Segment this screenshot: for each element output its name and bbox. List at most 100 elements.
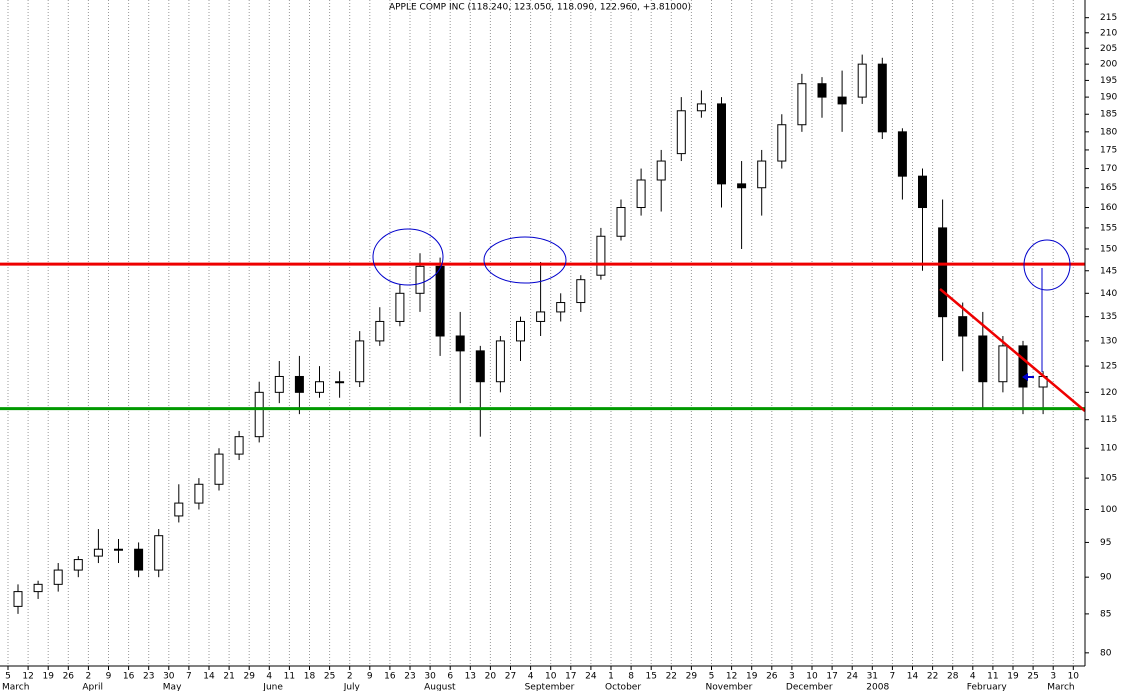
month-label: December — [786, 683, 833, 691]
y-tick-label: 115 — [1100, 415, 1117, 425]
candle-body — [656, 160, 666, 181]
candle-body — [254, 391, 264, 438]
y-tick-label: 185 — [1100, 110, 1117, 120]
x-tick-label: 1 — [608, 672, 614, 682]
candle-body — [495, 340, 505, 383]
circle-marker — [483, 236, 567, 284]
candle-body — [214, 453, 224, 485]
candle-body — [737, 183, 747, 189]
candle-body — [536, 311, 546, 322]
x-tick-label: 11 — [284, 672, 295, 682]
candle-body — [696, 103, 706, 112]
y-tick-label: 90 — [1100, 573, 1112, 583]
x-tick-label: 8 — [628, 672, 634, 682]
x-tick-label: 13 — [465, 672, 476, 682]
candle-body — [53, 569, 63, 585]
candle-body — [93, 548, 103, 557]
x-tick-label: 5 — [5, 672, 11, 682]
x-tick-label: 30 — [424, 672, 436, 682]
x-tick-label: 3 — [1050, 672, 1056, 682]
x-tick-label: 29 — [686, 672, 698, 682]
candle-body — [777, 124, 787, 162]
x-tick-label: 22 — [666, 672, 677, 682]
candles — [13, 54, 1048, 614]
month-label: September — [525, 683, 575, 691]
x-tick-label: 22 — [927, 672, 938, 682]
y-tick-label: 190 — [1100, 93, 1117, 103]
candle-body — [234, 436, 244, 455]
candle-body — [294, 375, 304, 393]
x-tick-label: 9 — [367, 672, 373, 682]
x-tick-label: 14 — [907, 672, 919, 682]
x-tick-label: 16 — [123, 672, 135, 682]
x-tick-label: 23 — [143, 672, 154, 682]
candle-body — [194, 483, 204, 504]
candle-body — [335, 381, 345, 384]
month-label: August — [424, 683, 456, 691]
candle-body — [1018, 345, 1028, 388]
candle-body — [33, 583, 43, 593]
candle-body — [475, 350, 485, 383]
y-tick-label: 85 — [1100, 609, 1111, 619]
x-tick-label: 25 — [1027, 672, 1038, 682]
candle-body — [134, 548, 144, 571]
x-tick-label: 3 — [789, 672, 795, 682]
x-tick-label: 4 — [970, 672, 976, 682]
month-label: July — [343, 683, 361, 691]
y-tick-label: 205 — [1100, 44, 1117, 54]
y-tick-label: 195 — [1100, 76, 1117, 86]
y-tick-label: 215 — [1100, 13, 1117, 23]
x-tick-label: 10 — [806, 672, 818, 682]
x-tick-label: 15 — [645, 672, 656, 682]
candle-body — [73, 559, 83, 571]
candle-body — [576, 279, 586, 304]
annotations — [0, 262, 1085, 411]
candle-body — [114, 548, 123, 551]
chart-title: APPLE COMP INC (118.240, 123.050, 118.09… — [389, 3, 691, 13]
candle-body — [435, 265, 445, 337]
y-tick-label: 200 — [1100, 60, 1117, 70]
month-label: April — [82, 683, 103, 691]
candle-body — [676, 110, 686, 155]
y-tick-label: 80 — [1100, 648, 1112, 658]
x-tick-label: 17 — [826, 672, 837, 682]
candle-body — [355, 340, 365, 383]
x-tick-label: 25 — [324, 672, 335, 682]
x-tick-label: 2 — [347, 672, 353, 682]
candle-body — [857, 63, 867, 98]
candle-body — [897, 131, 907, 177]
y-tick-label: 150 — [1100, 244, 1117, 254]
x-tick-label: 20 — [485, 672, 497, 682]
y-tick-label: 170 — [1100, 164, 1117, 174]
month-label: March — [1047, 683, 1074, 691]
y-tick-label: 145 — [1100, 266, 1117, 276]
candle-body — [375, 320, 385, 342]
x-tick-label: 16 — [384, 672, 396, 682]
x-tick-label: 19 — [1007, 672, 1019, 682]
x-tick-label: 27 — [505, 672, 516, 682]
x-tick-label: 18 — [304, 672, 316, 682]
candle-body — [938, 227, 948, 318]
y-tick-label: 105 — [1100, 474, 1117, 484]
x-tick-label: 21 — [223, 672, 234, 682]
x-tick-label: 4 — [266, 672, 272, 682]
y-tick-label: 110 — [1100, 444, 1117, 454]
x-tick-label: 26 — [63, 672, 75, 682]
x-tick-label: 6 — [447, 672, 453, 682]
y-tick-label: 95 — [1100, 538, 1111, 548]
month-label: February — [967, 683, 1008, 691]
y-tick-label: 180 — [1100, 127, 1117, 137]
month-label: November — [706, 683, 753, 691]
candle-body — [315, 381, 324, 393]
y-tick-label: 210 — [1100, 28, 1117, 38]
y-tick-label: 160 — [1100, 203, 1117, 213]
arrow — [1022, 373, 1034, 381]
candle-body — [757, 160, 767, 189]
candle-body — [837, 96, 847, 105]
month-label: 2008 — [866, 683, 889, 691]
y-tick-label: 125 — [1100, 362, 1117, 372]
candle-body — [958, 316, 968, 337]
x-tick-label: 28 — [947, 672, 959, 682]
